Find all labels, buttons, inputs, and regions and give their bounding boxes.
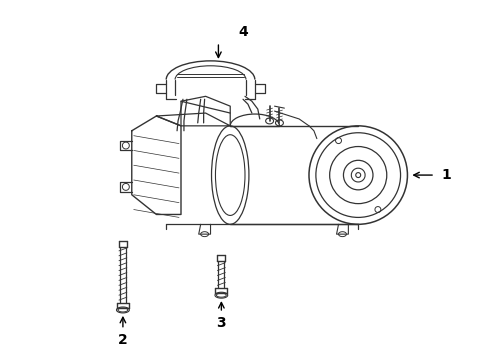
Text: 4: 4: [238, 25, 247, 39]
Text: 1: 1: [440, 168, 450, 182]
Text: 2: 2: [118, 333, 127, 346]
Text: 3: 3: [216, 316, 226, 330]
